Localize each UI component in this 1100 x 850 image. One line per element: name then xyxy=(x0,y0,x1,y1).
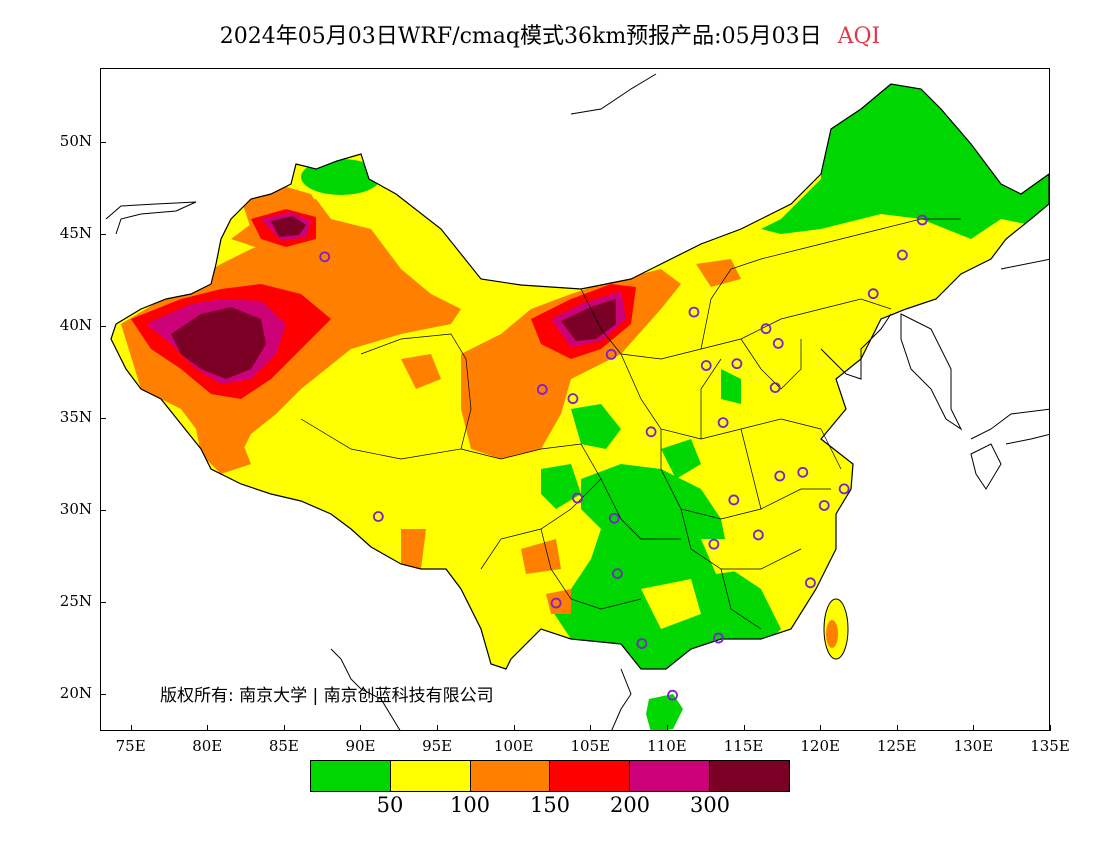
station-marker xyxy=(636,638,648,649)
lat-tick-mark xyxy=(100,510,106,511)
map-frame xyxy=(100,68,1050,731)
legend-swatch xyxy=(630,761,711,791)
lon-tick-mark xyxy=(283,725,285,731)
lon-tick-label: 120E xyxy=(800,737,840,755)
station-marker xyxy=(717,417,729,429)
lon-tick-label: 100E xyxy=(493,737,534,755)
lat-tick-label: 35N xyxy=(59,407,92,426)
lon-tick-mark xyxy=(360,725,362,731)
lat-tick-label: 20N xyxy=(59,684,92,703)
station-marker xyxy=(772,338,784,349)
lon-tick-label: 130E xyxy=(953,737,994,755)
station-marker xyxy=(838,483,850,495)
station-marker xyxy=(605,349,617,360)
lon-tick-label: 135E xyxy=(1030,737,1070,755)
lon-tick-label: 105E xyxy=(570,737,611,755)
aqi-map xyxy=(105,73,1049,730)
station-marker xyxy=(916,214,928,226)
title-variable: AQI xyxy=(837,24,881,49)
lon-tick-mark xyxy=(743,725,745,731)
station-marker xyxy=(608,512,620,524)
city-stations xyxy=(319,214,928,701)
lat-tick-mark xyxy=(100,141,106,143)
station-marker xyxy=(774,470,786,482)
lat-tick-label: 50N xyxy=(59,131,92,150)
station-marker xyxy=(550,597,562,609)
station-marker xyxy=(728,494,740,506)
aqi-fill xyxy=(111,84,1049,669)
legend-swatch xyxy=(390,761,471,791)
legend-swatch xyxy=(470,761,551,791)
station-marker xyxy=(572,492,583,504)
lon-tick-mark xyxy=(973,725,975,731)
legend-label: 300 xyxy=(689,793,731,817)
coastlines xyxy=(105,73,1049,730)
lon-tick-label: 90E xyxy=(345,737,376,755)
legend-swatch xyxy=(710,761,789,791)
legend-label: 50 xyxy=(376,793,404,817)
lon-tick-mark xyxy=(896,725,898,731)
legend-label: 200 xyxy=(609,793,651,817)
lon-tick-mark xyxy=(1050,725,1051,731)
station-marker xyxy=(797,466,809,478)
title-main: 2024年05月03日WRF/cmaq模式36km预报产品:05月03日 xyxy=(219,24,822,49)
station-marker xyxy=(896,249,908,261)
station-marker xyxy=(731,358,743,370)
station-marker xyxy=(818,500,830,511)
lon-tick-mark xyxy=(513,725,515,731)
legend-swatch xyxy=(550,761,631,791)
station-marker xyxy=(769,382,781,394)
china-border xyxy=(110,83,1049,670)
lon-tick-label: 80E xyxy=(192,737,223,755)
lat-tick-mark xyxy=(100,602,106,604)
lon-tick-mark xyxy=(590,725,592,731)
lon-tick-label: 75E xyxy=(115,737,146,755)
lon-tick-mark xyxy=(130,725,132,731)
lon-tick-label: 125E xyxy=(876,737,917,755)
station-marker xyxy=(752,529,764,541)
lat-tick-mark xyxy=(100,233,106,235)
station-marker xyxy=(667,689,678,701)
station-marker xyxy=(536,384,548,395)
lon-tick-label: 110E xyxy=(647,737,687,755)
station-marker xyxy=(688,306,700,318)
copyright-notice: 版权所有: 南京大学 | 南京创蓝科技有限公司 xyxy=(160,686,494,706)
lon-tick-mark xyxy=(207,725,209,731)
aqi-legend-bar xyxy=(310,760,790,792)
legend-swatch xyxy=(311,761,391,791)
lat-tick-label: 40N xyxy=(59,315,92,334)
station-marker xyxy=(760,323,772,335)
station-marker xyxy=(805,577,816,589)
station-marker xyxy=(372,511,384,522)
lon-tick-label: 95E xyxy=(422,737,453,755)
station-marker xyxy=(319,251,331,263)
station-marker xyxy=(700,360,712,371)
lat-tick-mark xyxy=(100,325,106,327)
lat-tick-label: 45N xyxy=(59,223,92,242)
lon-tick-mark xyxy=(820,725,822,731)
province-boundaries xyxy=(300,218,961,630)
station-marker xyxy=(645,426,657,438)
lat-tick-mark xyxy=(100,694,106,696)
station-marker xyxy=(567,393,579,405)
legend-label: 150 xyxy=(529,793,571,817)
lat-tick-label: 30N xyxy=(59,500,92,518)
station-marker xyxy=(611,568,623,580)
lat-tick-label: 25N xyxy=(59,592,92,611)
lon-tick-label: 115E xyxy=(723,737,764,755)
station-marker xyxy=(708,538,720,550)
lon-tick-mark xyxy=(666,725,668,731)
station-marker xyxy=(867,288,879,300)
legend-label: 100 xyxy=(449,793,491,817)
station-marker xyxy=(713,632,724,644)
lat-tick-mark xyxy=(100,417,106,419)
lon-tick-mark xyxy=(437,725,439,731)
map-title: 2024年05月03日WRF/cmaq模式36km预报产品:05月03日 AQI xyxy=(0,18,1100,50)
lon-tick-label: 85E xyxy=(268,737,299,755)
